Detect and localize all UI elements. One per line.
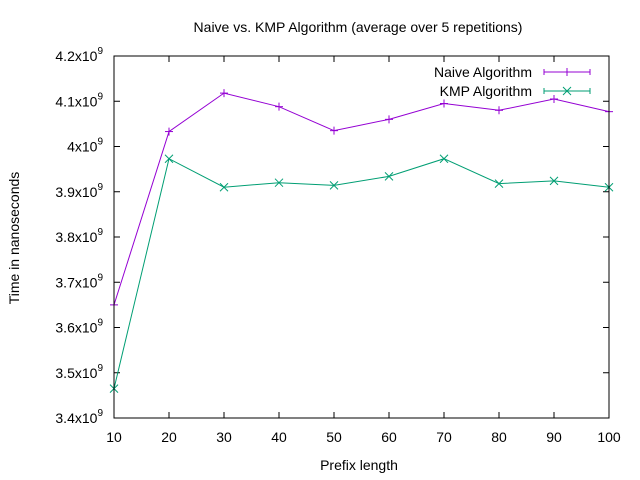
series-1-point: [385, 115, 393, 124]
legend: Naive Algorithm KMP Algorithm: [434, 64, 591, 99]
series-2-point: [219, 182, 229, 192]
series-2-point: [549, 176, 559, 186]
x-tick-label: 10: [106, 429, 122, 445]
series-2-line: [113, 157, 610, 389]
y-tick-label: 3.5x109: [55, 363, 103, 381]
series-2-point: [494, 179, 504, 188]
legend-marker: [563, 68, 571, 76]
y-tick-label: 4.1x109: [55, 91, 103, 109]
x-tick-label: 60: [381, 429, 397, 445]
series-2-point: [329, 181, 339, 190]
y-tick-label: 3.8x109: [55, 227, 103, 245]
x-tick-label: 80: [491, 429, 507, 445]
series-1-point: [275, 102, 283, 111]
series-1-point: [495, 106, 503, 115]
y-tick-label: 3.6x109: [55, 318, 103, 336]
x-tick-label: 70: [436, 429, 452, 445]
series-1-point: [550, 94, 558, 103]
y-tick-label: 3.9x109: [55, 182, 103, 200]
x-tick-label: 100: [597, 429, 621, 445]
legend-marker: [562, 86, 572, 96]
legend-label: KMP Algorithm: [440, 83, 532, 99]
y-tick-label: 4x109: [67, 137, 103, 155]
series-2-point: [439, 154, 449, 164]
series-2: [109, 154, 614, 393]
y-tick-label: 3.7x109: [55, 272, 103, 290]
y-tick-label: 3.4x109: [55, 408, 103, 426]
series-1: [110, 89, 613, 309]
series-1-point: [220, 89, 228, 98]
series-1-point: [440, 99, 448, 108]
y-tick-label: 4.2x109: [55, 46, 103, 64]
plot-frame: [113, 55, 610, 419]
y-axis-label: Time in nanoseconds: [6, 172, 22, 305]
x-tick-label: 20: [161, 429, 177, 445]
series-1-line: [113, 92, 610, 306]
axis-ticks: 10 20 30 40 50 60 70 80 90 100 3.4x109 3.5x109 3.6x1…: [55, 46, 621, 445]
series-1-point: [165, 127, 173, 136]
legend-label: Naive Algorithm: [434, 64, 532, 80]
series-2-point: [274, 178, 284, 188]
series-layer: [109, 89, 614, 393]
x-tick-label: 90: [546, 429, 562, 445]
chart-title: Naive vs. KMP Algorithm (average over 5 …: [194, 19, 523, 35]
x-tick-label: 30: [216, 429, 232, 445]
x-axis-label: Prefix length: [320, 457, 398, 473]
x-tick-label: 50: [326, 429, 342, 445]
series-2-point: [384, 172, 394, 181]
series-1-point: [330, 126, 338, 135]
x-tick-label: 40: [271, 429, 287, 445]
series-2-point: [164, 154, 174, 164]
